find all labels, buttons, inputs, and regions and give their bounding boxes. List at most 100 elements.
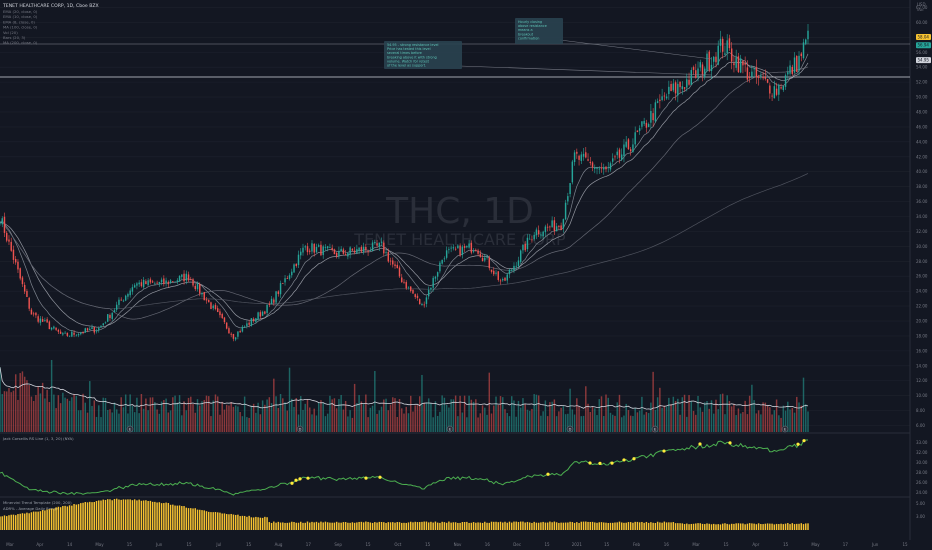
marker-circle	[566, 425, 574, 433]
adr-bar	[199, 509, 201, 530]
volume-bar	[295, 398, 297, 432]
adr-bar	[324, 521, 327, 530]
candle-body	[91, 327, 93, 329]
adr-bar	[64, 505, 66, 530]
volume-bar	[257, 402, 259, 432]
volume-bar	[73, 394, 75, 432]
candle-body	[769, 85, 771, 94]
volume-bar	[50, 359, 53, 432]
time-tick-label: 15	[127, 542, 133, 547]
adr-bar	[192, 508, 194, 530]
candle-body	[708, 51, 710, 70]
adr-bar	[688, 524, 690, 530]
volume-bar	[160, 401, 163, 432]
adr-bar	[528, 522, 531, 530]
candle-body	[728, 38, 731, 49]
candle-body	[154, 283, 156, 285]
candle-body	[113, 310, 116, 313]
volume-bar	[104, 398, 107, 432]
candle-body	[199, 284, 201, 294]
adr-bar	[443, 522, 446, 530]
volume-bar	[668, 397, 670, 432]
candle-body	[690, 70, 693, 85]
adr-bar	[567, 522, 569, 530]
candle-body	[600, 167, 603, 169]
marker-label: D	[569, 428, 572, 432]
candle-body	[239, 331, 241, 333]
adr-bar	[122, 499, 125, 530]
adr-bar	[237, 514, 239, 530]
candle-body	[614, 156, 616, 158]
volume-bar	[764, 402, 767, 432]
candle-body	[362, 246, 365, 252]
volume-bar	[216, 396, 219, 432]
adr-bar	[623, 522, 625, 530]
marker-label: E	[654, 428, 657, 432]
adr-bar	[493, 521, 495, 530]
adr-bar	[338, 522, 340, 530]
volume-bar	[683, 394, 686, 432]
volume-bar	[625, 403, 627, 432]
price-tick-label: 40.00	[916, 169, 928, 174]
adr-bar	[387, 522, 390, 530]
volume-bar	[165, 398, 167, 432]
candle-body	[41, 319, 44, 322]
volume-bar	[439, 411, 441, 432]
candle-body	[342, 249, 345, 254]
candle-body	[270, 298, 273, 305]
volume-bar	[430, 403, 432, 432]
adr-bar	[378, 521, 381, 530]
adr-bar	[535, 522, 538, 530]
adr-bar	[154, 501, 156, 530]
adr-bar	[562, 522, 565, 530]
adr-bar	[742, 523, 744, 530]
volume-bar	[178, 395, 181, 432]
adr-bar	[668, 522, 670, 530]
candle-body	[365, 247, 367, 250]
volume-bar	[582, 415, 585, 432]
adr-bar	[643, 522, 645, 530]
volume-bar	[304, 403, 306, 432]
volume-bar	[89, 381, 91, 432]
adr-bar	[659, 522, 661, 530]
volume-bar	[122, 407, 125, 432]
price-tag-label: 56.94	[918, 43, 930, 48]
adr-bar	[210, 512, 212, 530]
volume-bar	[710, 400, 713, 432]
volume-bar	[205, 395, 208, 432]
time-axis[interactable]: Mar Apr 14 May 15 Jun 15 Jul 15 Aug 17 Sep 15 Oct 15 No…	[6, 542, 908, 547]
candle-body	[190, 279, 192, 281]
adr-bar	[746, 523, 749, 530]
adr-bar	[789, 524, 791, 530]
adr-bar	[376, 522, 378, 530]
candle-body	[439, 262, 441, 272]
volume-bar	[488, 372, 491, 432]
callout-breakout[interactable]: Hourly closing above resistance means a bre…	[515, 18, 713, 60]
volume-bar	[396, 416, 398, 432]
volume-bar	[300, 396, 302, 432]
callout-resistance[interactable]: 54.95 - strong resistance level Price has…	[384, 41, 713, 76]
candle-body	[62, 333, 64, 335]
adr-bar	[160, 503, 163, 530]
volume-bar	[638, 410, 641, 432]
rs-tick-label: 24.00	[916, 490, 928, 495]
adr-bar	[342, 522, 345, 530]
volume-event-marker: E	[446, 425, 454, 433]
adr-bar	[405, 522, 407, 530]
price-axis[interactable]: 6.00 8.00 10.00 12.00 14.00 16.00 18.00 20.00 22…	[916, 5, 928, 428]
adr-bar	[614, 522, 616, 530]
adr-bar	[347, 522, 349, 530]
candle-body	[320, 244, 322, 256]
candle-body	[746, 67, 749, 80]
time-tick-label: 15	[783, 542, 789, 547]
candle-body	[261, 311, 264, 316]
candle-body	[697, 68, 699, 78]
candle-body	[490, 269, 493, 272]
volume-bar	[459, 395, 461, 432]
candle-body	[392, 260, 394, 265]
adr-bar	[158, 502, 161, 530]
adr-bar	[582, 521, 585, 530]
adr-bar	[457, 522, 459, 530]
